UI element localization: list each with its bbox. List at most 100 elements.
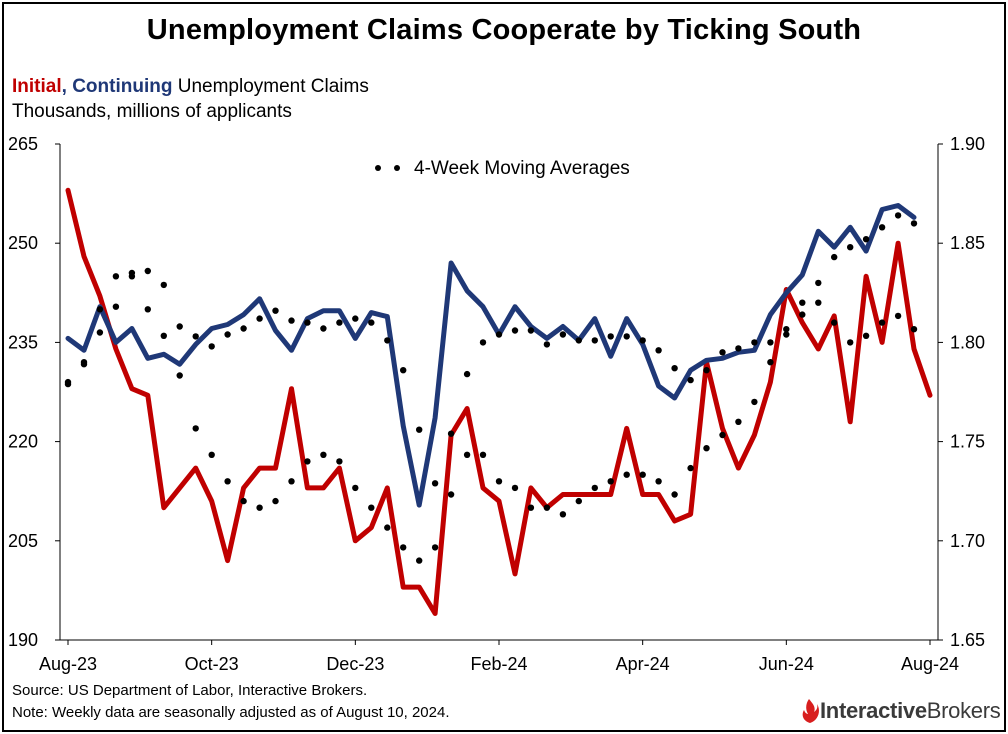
moving-average-point: [160, 281, 167, 289]
moving-average-point: [400, 544, 407, 551]
x-tick-label: Jun-24: [759, 654, 814, 674]
moving-average-point: [192, 333, 199, 340]
moving-average-point: [288, 317, 295, 324]
moving-average-point: [176, 372, 183, 379]
moving-average-point: [240, 325, 247, 332]
y-left-tick-label: 220: [8, 432, 38, 452]
moving-average-point: [751, 398, 758, 406]
moving-average-point: [112, 273, 120, 280]
moving-average-point: [687, 376, 694, 384]
moving-average-point: [495, 478, 503, 485]
y-left-tick-label: 205: [8, 531, 38, 551]
moving-average-point: [607, 333, 614, 340]
moving-average-point: [735, 345, 742, 352]
moving-average-point: [591, 337, 598, 344]
moving-average-point: [639, 337, 646, 344]
source-note: Source: US Department of Labor, Interact…: [12, 682, 368, 699]
legend-dot: [375, 165, 381, 171]
moving-average-point: [767, 339, 774, 346]
chart-series: [64, 187, 933, 616]
moving-average-point: [416, 426, 423, 433]
moving-average-point: [352, 315, 359, 322]
moving-average-point: [655, 347, 662, 354]
moving-average-point: [591, 484, 598, 492]
moving-average-point: [847, 244, 854, 251]
moving-average-point: [256, 315, 263, 322]
moving-average-point: [96, 329, 104, 336]
x-tick-label: Aug-23: [39, 654, 97, 674]
moving-average-point: [815, 279, 822, 287]
moving-average-point: [368, 319, 375, 326]
moving-average-point: [703, 367, 710, 374]
chart-title: Unemployment Claims Cooperate by Ticking…: [146, 14, 862, 46]
moving-average-point: [208, 451, 215, 458]
moving-average-point: [894, 212, 902, 219]
moving-average-point: [96, 306, 104, 313]
moving-average-point: [304, 319, 311, 326]
chart-axes: 190 205 220 235 250 265 1.65 1.70 1.75 1.80 1.85 1.…: [8, 134, 985, 674]
moving-average-point: [783, 331, 790, 338]
series-continuing-4-week-average: [64, 212, 918, 487]
y-right-tick-label: 1.85: [950, 233, 985, 253]
moving-average-point: [240, 497, 247, 505]
moving-average-point: [288, 478, 295, 485]
moving-average-point: [527, 504, 535, 511]
moving-average-point: [862, 236, 870, 243]
moving-average-point: [144, 306, 151, 313]
flame-icon: [802, 699, 819, 723]
moving-average-point: [511, 484, 519, 492]
moving-average-point: [431, 544, 439, 551]
moving-average-point: [831, 319, 838, 326]
moving-average-point: [431, 480, 439, 487]
moving-average-point: [862, 332, 870, 339]
moving-average-point: [639, 471, 646, 478]
moving-average-point: [160, 332, 167, 339]
moving-average-point: [224, 478, 231, 485]
moving-average-point: [671, 491, 678, 498]
logo-text-regular: Brokers: [926, 698, 1001, 723]
moving-average-point: [735, 418, 742, 425]
moving-average-point: [80, 361, 88, 368]
legend-label: 4-Week Moving Averages: [414, 158, 630, 179]
legend-dot: [394, 165, 400, 171]
moving-average-point: [208, 343, 215, 350]
moving-average-point: [910, 326, 918, 333]
moving-average-point: [128, 269, 136, 277]
moving-average-point: [368, 504, 375, 511]
chart-subtitle: Initial, Continuing Unemployment Claims: [12, 76, 369, 98]
y-left-tick-label: 250: [8, 233, 38, 253]
moving-average-point: [543, 341, 551, 348]
series-initial: [65, 187, 933, 616]
moving-average-point: [767, 359, 774, 366]
moving-average-point: [495, 331, 503, 338]
moving-average-point: [607, 478, 614, 485]
y-right-tick-label: 1.90: [950, 134, 985, 154]
moving-average-point: [384, 337, 391, 344]
moving-average-point: [479, 451, 487, 458]
chart-legend: 4-Week Moving Averages: [375, 158, 630, 179]
moving-average-point: [623, 333, 630, 340]
moving-average-point: [655, 478, 662, 485]
y-left-tick-label: 190: [8, 630, 38, 650]
moving-average-point: [559, 331, 567, 338]
subtitle-rest: Unemployment Claims: [177, 76, 369, 97]
moving-average-point: [878, 224, 886, 231]
moving-average-point: [511, 327, 519, 334]
moving-average-point: [847, 339, 854, 346]
moving-average-point: [543, 504, 551, 511]
moving-average-point: [272, 497, 279, 505]
moving-average-point: [687, 464, 694, 472]
x-tick-label: Dec-23: [326, 654, 384, 674]
moving-average-point: [416, 557, 423, 564]
moving-average-point: [894, 312, 902, 320]
moving-average-point: [192, 425, 199, 432]
moving-average-point: [304, 458, 311, 465]
moving-average-point: [176, 323, 183, 330]
moving-average-point: [719, 431, 726, 439]
moving-average-point: [384, 524, 391, 531]
moving-average-point: [112, 303, 120, 310]
moving-average-point: [447, 430, 455, 437]
moving-average-point: [527, 327, 535, 334]
moving-average-point: [336, 319, 343, 326]
